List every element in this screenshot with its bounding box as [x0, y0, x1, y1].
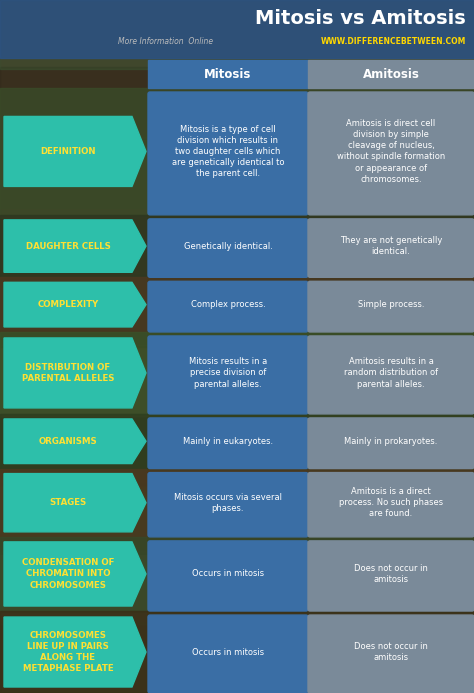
Text: DISTRIBUTION OF
PARENTAL ALLELES: DISTRIBUTION OF PARENTAL ALLELES — [22, 363, 114, 383]
Text: Amitosis is direct cell
division by simple
cleavage of nucleus,
without spindle : Amitosis is direct cell division by simp… — [337, 119, 445, 184]
Bar — [0, 622, 474, 693]
FancyBboxPatch shape — [148, 281, 308, 332]
Text: Mitosis is a type of cell
division which results in
two daughter cells which
are: Mitosis is a type of cell division which… — [172, 125, 284, 178]
Text: Genetically identical.: Genetically identical. — [183, 242, 273, 251]
FancyBboxPatch shape — [308, 615, 474, 693]
FancyBboxPatch shape — [148, 541, 308, 611]
Text: Occurs in mitosis: Occurs in mitosis — [192, 647, 264, 656]
Bar — [148, 60, 308, 88]
Bar — [0, 332, 474, 414]
Bar — [0, 552, 474, 624]
Text: DAUGHTER CELLS: DAUGHTER CELLS — [26, 242, 110, 251]
Polygon shape — [4, 116, 146, 186]
Bar — [0, 414, 474, 485]
FancyBboxPatch shape — [308, 473, 474, 537]
FancyBboxPatch shape — [308, 336, 474, 414]
Text: DEFINITION: DEFINITION — [40, 147, 96, 156]
Polygon shape — [4, 542, 146, 606]
FancyBboxPatch shape — [148, 615, 308, 693]
Bar — [0, 0, 474, 69]
Text: Simple process.: Simple process. — [358, 300, 424, 309]
Polygon shape — [4, 338, 146, 408]
Polygon shape — [4, 617, 146, 687]
Text: CHROMOSOMES
LINE UP IN PAIRS
ALONG THE
METAPHASE PLATE: CHROMOSOMES LINE UP IN PAIRS ALONG THE M… — [23, 631, 113, 673]
Text: Amitosis: Amitosis — [363, 67, 419, 80]
Text: Does not occur in
amitosis: Does not occur in amitosis — [354, 564, 428, 584]
Text: Mitosis vs Amitosis: Mitosis vs Amitosis — [255, 8, 466, 28]
Text: Amitosis results in a
random distribution of
parental alleles.: Amitosis results in a random distributio… — [344, 358, 438, 389]
Bar — [0, 483, 474, 554]
FancyBboxPatch shape — [308, 92, 474, 215]
FancyBboxPatch shape — [308, 541, 474, 611]
FancyBboxPatch shape — [148, 336, 308, 414]
Bar — [0, 468, 474, 537]
FancyBboxPatch shape — [148, 418, 308, 468]
Bar — [0, 275, 474, 346]
Text: They are not genetically
identical.: They are not genetically identical. — [340, 236, 442, 256]
Bar — [0, 0, 474, 58]
Bar — [0, 611, 474, 693]
Bar — [308, 60, 474, 88]
Bar — [0, 88, 474, 215]
Text: COMPLEXITY: COMPLEXITY — [37, 300, 99, 309]
Text: WWW.DIFFERENCEBETWEEN.COM: WWW.DIFFERENCEBETWEEN.COM — [320, 37, 466, 46]
FancyBboxPatch shape — [148, 219, 308, 277]
Text: Does not occur in
amitosis: Does not occur in amitosis — [354, 642, 428, 662]
Bar — [0, 537, 474, 611]
Text: Mitosis occurs via several
phases.: Mitosis occurs via several phases. — [174, 493, 282, 513]
Text: ORGANISMS: ORGANISMS — [38, 437, 97, 446]
Text: CONDENSATION OF
CHROMATIN INTO
CHROMOSOMES: CONDENSATION OF CHROMATIN INTO CHROMOSOM… — [22, 559, 114, 590]
Text: Mitosis: Mitosis — [204, 67, 252, 80]
Bar — [0, 137, 474, 208]
Bar — [0, 206, 474, 277]
Text: Amitosis is a direct
process. No such phases
are found.: Amitosis is a direct process. No such ph… — [339, 487, 443, 518]
Polygon shape — [4, 473, 146, 532]
Text: Mainly in prokaryotes.: Mainly in prokaryotes. — [344, 437, 438, 446]
FancyBboxPatch shape — [308, 418, 474, 468]
Bar — [0, 277, 474, 332]
Text: Mitosis results in a
precise division of
parental alleles.: Mitosis results in a precise division of… — [189, 358, 267, 389]
Text: Occurs in mitosis: Occurs in mitosis — [192, 570, 264, 579]
Polygon shape — [4, 282, 146, 327]
FancyBboxPatch shape — [308, 281, 474, 332]
Polygon shape — [4, 220, 146, 272]
Polygon shape — [4, 419, 146, 464]
Bar — [0, 215, 474, 277]
Text: Complex process.: Complex process. — [191, 300, 265, 309]
Text: STAGES: STAGES — [49, 498, 87, 507]
FancyBboxPatch shape — [308, 219, 474, 277]
FancyBboxPatch shape — [148, 92, 308, 215]
Bar — [0, 344, 474, 416]
Text: Mainly in eukaryotes.: Mainly in eukaryotes. — [183, 437, 273, 446]
Bar — [0, 67, 474, 139]
FancyBboxPatch shape — [148, 473, 308, 537]
Bar — [0, 414, 474, 468]
Text: More Information  Online: More Information Online — [118, 37, 213, 46]
